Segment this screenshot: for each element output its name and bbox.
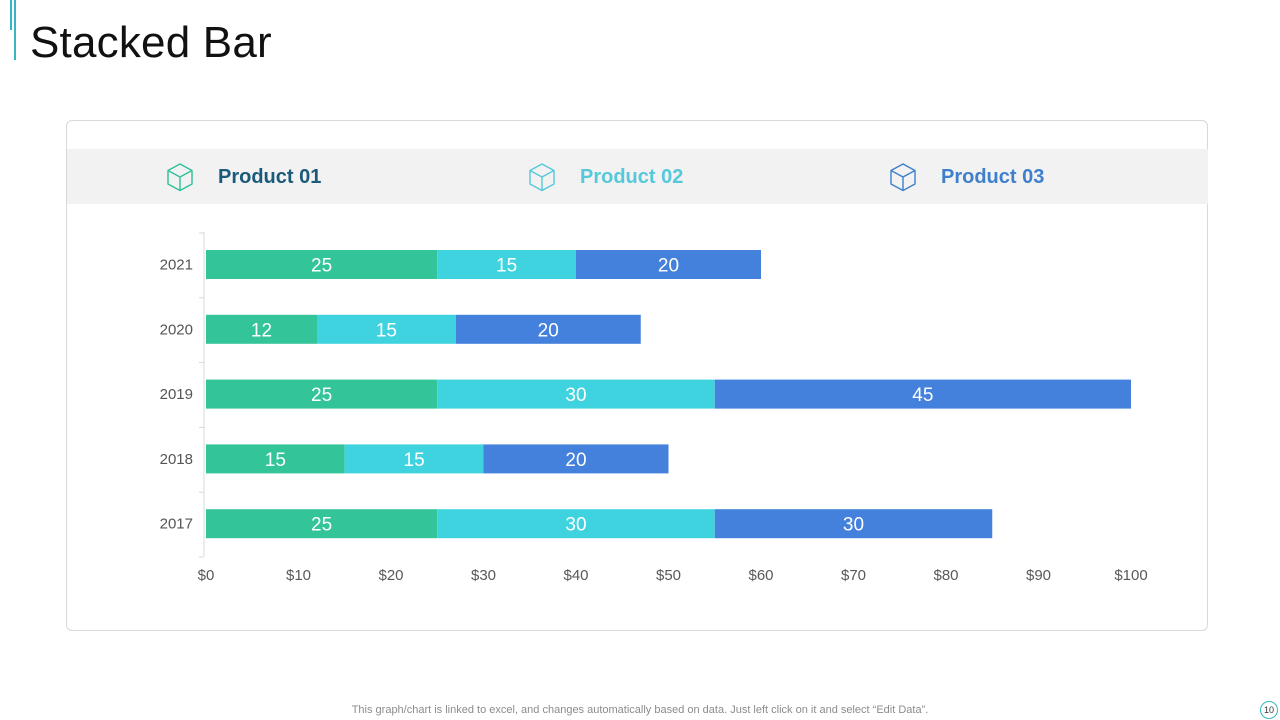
bar-segment [206,379,438,409]
legend-band [67,149,1208,204]
data-label: 15 [376,320,397,341]
x-tick-label: $20 [378,567,403,584]
x-tick-label: $30 [471,567,496,584]
x-tick-label: $10 [286,567,311,584]
y-tick-label: 2020 [160,321,193,338]
data-label: 20 [565,450,586,471]
x-tick-label: $80 [933,567,958,584]
bar-segment [437,379,715,409]
legend-item-product-01[interactable]: Product 01 [164,161,321,193]
x-tick-label: $50 [656,567,681,584]
data-label: 25 [311,515,332,536]
data-label: 15 [404,450,425,471]
x-tick-label: $100 [1114,567,1147,584]
page-number: 10 [1260,701,1278,719]
legend-label: Product 03 [941,165,1045,188]
data-label: 15 [496,256,517,277]
footer-note: This graph/chart is linked to excel, and… [351,704,929,716]
legend-label: Product 02 [580,165,684,188]
bar-segment [206,444,345,474]
chart-card [66,120,1208,631]
bar-segment [437,250,576,279]
accent-line [10,0,12,30]
data-label: 25 [311,256,332,277]
x-tick-label: $70 [841,567,866,584]
cube-icon [167,163,193,192]
cube-icon [529,163,555,192]
data-label: 25 [311,385,332,406]
bar-segment [206,509,438,539]
data-label: 12 [251,320,272,341]
data-label: 30 [565,515,586,536]
x-tick-label: $60 [748,567,773,584]
data-label: 20 [658,256,679,277]
y-tick-label: 2019 [160,386,193,403]
bar-segment [714,379,1131,409]
bar-segment [437,509,715,539]
data-label: 15 [265,450,286,471]
legend-item-product-02[interactable]: Product 02 [526,161,683,193]
x-tick-label: $0 [198,567,215,584]
slide-title: Stacked Bar [30,18,272,67]
x-tick-label: $40 [563,567,588,584]
bar-segment [344,444,484,474]
bar-segment [317,314,456,344]
y-tick-label: 2017 [160,516,193,533]
accent-line [14,0,16,60]
data-label: 30 [843,515,864,536]
cube-icon [890,163,916,192]
y-tick-label: 2021 [160,257,193,274]
bar-segment [483,444,669,474]
x-tick-label: $90 [1026,567,1051,584]
bar-segment [206,250,438,279]
data-label: 30 [565,385,586,406]
y-tick-label: 2018 [160,451,193,468]
bar-segment [206,314,317,344]
legend-label: Product 01 [218,165,322,188]
data-label: 20 [538,320,559,341]
bar-segment [576,250,761,279]
bar-segment [714,509,993,539]
data-label: 45 [912,385,933,406]
legend-item-product-03[interactable]: Product 03 [887,161,1044,193]
bar-segment [455,314,641,344]
